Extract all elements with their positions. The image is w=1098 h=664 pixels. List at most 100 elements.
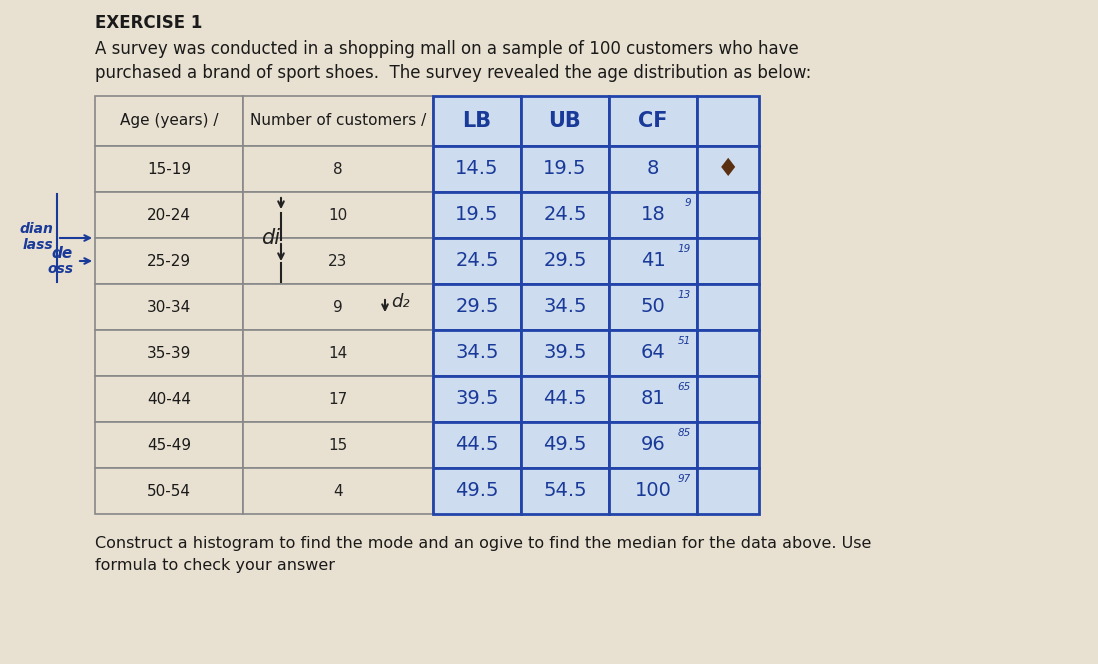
Text: 39.5: 39.5: [544, 343, 586, 363]
Text: di: di: [261, 228, 280, 248]
Bar: [697, 96, 759, 146]
Text: 9: 9: [684, 198, 691, 208]
Bar: [520, 146, 609, 192]
Text: lass: lass: [22, 238, 53, 252]
Bar: [697, 238, 759, 284]
Text: ♦: ♦: [717, 157, 739, 181]
Text: d₂: d₂: [391, 293, 410, 311]
Bar: [243, 330, 433, 376]
Text: 100: 100: [635, 481, 672, 501]
Bar: [243, 192, 433, 238]
Text: 29.5: 29.5: [456, 297, 498, 317]
Text: 14.5: 14.5: [456, 159, 498, 179]
Text: 9: 9: [333, 299, 343, 315]
Text: formula to check your answer: formula to check your answer: [96, 558, 335, 573]
Bar: [96, 284, 243, 330]
Bar: [609, 238, 697, 284]
Bar: [243, 284, 433, 330]
Bar: [609, 284, 697, 330]
Bar: [433, 238, 520, 284]
Bar: [609, 192, 697, 238]
Text: 29.5: 29.5: [544, 252, 586, 270]
Bar: [520, 422, 609, 468]
Bar: [609, 96, 697, 146]
Text: A survey was conducted in a shopping mall on a sample of 100 customers who have: A survey was conducted in a shopping mal…: [96, 40, 798, 58]
Bar: [433, 330, 520, 376]
Text: 19: 19: [677, 244, 691, 254]
Text: 96: 96: [640, 436, 665, 454]
Bar: [697, 330, 759, 376]
Bar: [609, 468, 697, 514]
Text: 19.5: 19.5: [544, 159, 586, 179]
Text: UB: UB: [549, 111, 581, 131]
Text: 97: 97: [677, 474, 691, 484]
Text: 44.5: 44.5: [544, 390, 586, 408]
Text: 50: 50: [640, 297, 665, 317]
Text: 20-24: 20-24: [147, 207, 191, 222]
Bar: [96, 96, 243, 146]
Bar: [96, 146, 243, 192]
Text: Number of customers /: Number of customers /: [250, 114, 426, 129]
Bar: [433, 96, 520, 146]
Bar: [96, 468, 243, 514]
Bar: [697, 468, 759, 514]
Text: 65: 65: [677, 382, 691, 392]
Bar: [697, 192, 759, 238]
Bar: [243, 468, 433, 514]
Text: 30-34: 30-34: [147, 299, 191, 315]
Text: 15-19: 15-19: [147, 161, 191, 177]
Text: EXERCISE 1: EXERCISE 1: [96, 14, 202, 32]
Text: 8: 8: [333, 161, 343, 177]
Bar: [243, 238, 433, 284]
Bar: [433, 468, 520, 514]
Bar: [697, 146, 759, 192]
Text: 24.5: 24.5: [456, 252, 498, 270]
Text: 14: 14: [328, 345, 348, 361]
Bar: [433, 192, 520, 238]
Bar: [697, 284, 759, 330]
Text: 24.5: 24.5: [544, 205, 586, 224]
Text: Age (years) /: Age (years) /: [120, 114, 219, 129]
Text: 50-54: 50-54: [147, 483, 191, 499]
Bar: [609, 422, 697, 468]
Bar: [96, 422, 243, 468]
Text: 40-44: 40-44: [147, 392, 191, 406]
Text: Construct a histogram to find the mode and an ogive to find the median for the d: Construct a histogram to find the mode a…: [96, 536, 872, 551]
Text: 39.5: 39.5: [456, 390, 498, 408]
Bar: [520, 192, 609, 238]
Bar: [433, 422, 520, 468]
Text: 25-29: 25-29: [147, 254, 191, 268]
Text: 34.5: 34.5: [544, 297, 586, 317]
Bar: [520, 96, 609, 146]
Text: CF: CF: [638, 111, 668, 131]
Text: 34.5: 34.5: [456, 343, 498, 363]
Text: 18: 18: [640, 205, 665, 224]
Text: de: de: [52, 246, 72, 262]
Bar: [697, 376, 759, 422]
Bar: [433, 146, 520, 192]
Text: 49.5: 49.5: [456, 481, 498, 501]
Text: 35-39: 35-39: [147, 345, 191, 361]
Bar: [433, 376, 520, 422]
Bar: [520, 284, 609, 330]
Text: 51: 51: [677, 336, 691, 346]
Bar: [243, 376, 433, 422]
Text: 19.5: 19.5: [456, 205, 498, 224]
Text: 44.5: 44.5: [456, 436, 498, 454]
Text: 17: 17: [328, 392, 348, 406]
Bar: [609, 330, 697, 376]
Text: 41: 41: [640, 252, 665, 270]
Bar: [520, 376, 609, 422]
Bar: [609, 376, 697, 422]
Text: 85: 85: [677, 428, 691, 438]
Bar: [520, 468, 609, 514]
Bar: [96, 238, 243, 284]
Bar: [433, 284, 520, 330]
Text: 64: 64: [640, 343, 665, 363]
Bar: [96, 330, 243, 376]
Bar: [520, 330, 609, 376]
Bar: [520, 238, 609, 284]
Text: oss: oss: [47, 262, 72, 276]
Bar: [96, 376, 243, 422]
Text: 49.5: 49.5: [544, 436, 586, 454]
